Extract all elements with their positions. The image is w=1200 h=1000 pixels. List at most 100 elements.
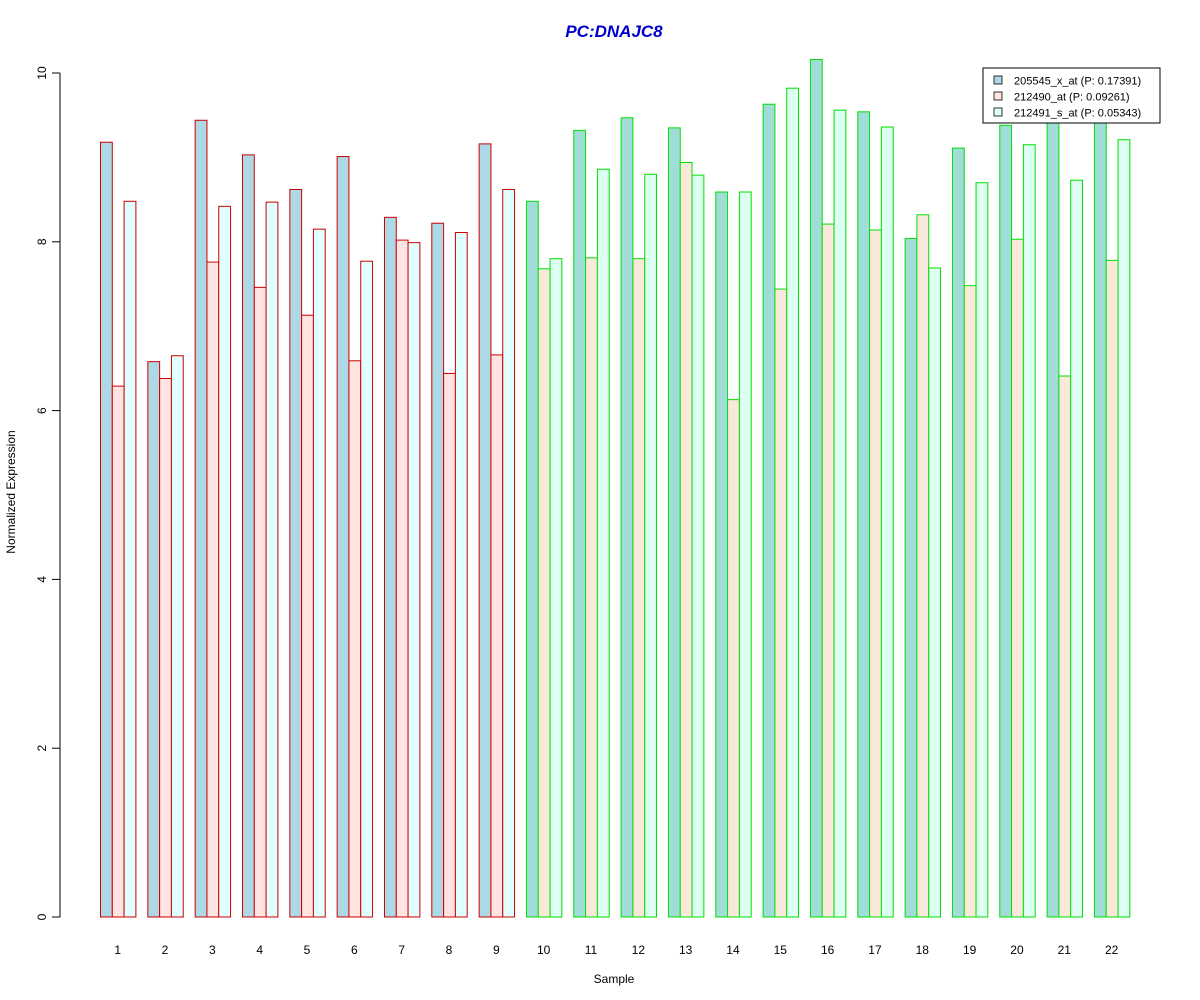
legend-entry-label: 205545_x_at (P: 0.17391) [1014, 76, 1141, 88]
bar-sample-22-series-2 [1105, 259, 1119, 918]
x-tick-label: 14 [726, 943, 740, 957]
bar-sample-16-series-2 [821, 223, 835, 918]
bar-sample-15-series-2 [774, 288, 788, 918]
bar-sample-18-series-2 [916, 214, 930, 918]
bar-sample-21-series-2 [1058, 375, 1072, 918]
y-tick-label: 6 [35, 407, 49, 414]
x-tick-label: 7 [398, 943, 405, 957]
x-tick-label: 15 [774, 943, 788, 957]
bar-sample-22-series-1 [1093, 118, 1107, 918]
x-tick-labels: 1 2 3 4 5 6 7 8 9 10 11 12 13 14 15 16 17 18 19 20 21 22 [114, 943, 1118, 957]
bar-sample-18-series-1 [904, 237, 918, 918]
bar-sample-22-series-3 [1117, 139, 1131, 918]
bar-sample-3-series-1 [194, 119, 208, 918]
bar-sample-15-series-1 [762, 103, 776, 918]
bar-sample-14-series-2 [727, 399, 740, 918]
x-tick-label: 2 [162, 943, 169, 957]
bar-sample-2-series-2 [159, 378, 172, 918]
y-tick-label: 10 [35, 66, 49, 80]
bar-sample-1-series-1 [100, 141, 113, 918]
y-tick-label: 4 [35, 576, 49, 583]
y-tick-label: 0 [35, 913, 49, 920]
bar-sample-1-series-2 [111, 385, 125, 918]
bar-sample-21-series-1 [1046, 121, 1060, 918]
x-tick-label: 22 [1105, 943, 1119, 957]
bar-sample-11-series-3 [596, 168, 610, 918]
x-tick-label: 16 [821, 943, 835, 957]
bar-sample-5-series-3 [312, 228, 326, 918]
bar-sample-7-series-1 [383, 216, 397, 918]
bar-sample-6-series-2 [348, 360, 362, 918]
bar-sample-14-series-3 [738, 191, 752, 918]
bar-sample-20-series-1 [999, 124, 1013, 918]
bar-sample-20-series-2 [1011, 238, 1024, 918]
bar-sample-9-series-3 [502, 188, 516, 918]
x-tick-label: 3 [209, 943, 216, 957]
bar-sample-7-series-2 [395, 239, 409, 918]
x-tick-label: 4 [256, 943, 263, 957]
bar-sample-17-series-2 [869, 229, 882, 918]
bar-sample-19-series-3 [975, 182, 989, 918]
x-tick-label: 12 [632, 943, 646, 957]
bar-sample-2-series-1 [147, 361, 161, 918]
bar-sample-17-series-3 [880, 126, 894, 918]
y-tick-label: 8 [35, 238, 49, 245]
bar-sample-3-series-2 [206, 261, 220, 918]
y-tick-label: 2 [35, 745, 49, 752]
bar-sample-17-series-1 [857, 111, 871, 918]
bar-sample-1-series-3 [123, 200, 137, 918]
y-axis: 0 2 4 6 8 10 [35, 66, 61, 920]
x-tick-label: 19 [963, 943, 977, 957]
bar-sample-7-series-3 [407, 242, 421, 918]
bar-sample-4-series-1 [241, 154, 255, 918]
legend-entry-label: 212491_s_at (P: 0.05343) [1014, 108, 1141, 120]
x-tick-label: 5 [304, 943, 311, 957]
bar-sample-5-series-1 [289, 188, 303, 918]
bar-sample-13-series-3 [691, 174, 705, 918]
x-tick-label: 21 [1058, 943, 1072, 957]
bar-sample-5-series-2 [301, 314, 314, 918]
bar-sample-10-series-1 [525, 200, 539, 918]
bar-sample-20-series-3 [1022, 144, 1036, 918]
legend: 205545_x_at (P: 0.17391) 212490_at (P: 0.… [982, 67, 1161, 124]
bar-sample-11-series-1 [573, 129, 587, 918]
legend-entry-label: 212490_at (P: 0.09261) [1014, 92, 1130, 104]
legend-swatch [993, 107, 1003, 117]
bar-sample-21-series-3 [1070, 179, 1083, 918]
chart-title: PC:DNAJC8 [565, 22, 663, 41]
legend-box [982, 67, 1161, 124]
bar-sample-10-series-2 [537, 268, 551, 918]
bar-sample-16-series-3 [833, 109, 847, 918]
bar-sample-19-series-1 [951, 147, 965, 918]
bar-sample-8-series-3 [454, 232, 468, 918]
bar-sample-9-series-2 [490, 354, 504, 918]
bar-sample-13-series-2 [679, 161, 693, 918]
x-axis-label: Sample [594, 972, 635, 986]
x-tick-label: 6 [351, 943, 358, 957]
bar-sample-8-series-1 [431, 222, 445, 918]
x-tick-label: 9 [493, 943, 500, 957]
bar-sample-9-series-1 [478, 143, 492, 918]
bar-sample-15-series-3 [786, 87, 800, 918]
x-tick-label: 20 [1010, 943, 1024, 957]
x-tick-label: 1 [114, 943, 121, 957]
bar-sample-8-series-2 [443, 372, 456, 918]
bar-sample-13-series-1 [667, 127, 681, 918]
bar-sample-2-series-3 [170, 355, 184, 918]
bar-sample-6-series-3 [360, 260, 374, 918]
x-tick-label: 13 [679, 943, 693, 957]
legend-swatch [993, 91, 1003, 101]
bar-sample-4-series-2 [253, 286, 267, 918]
bar-sample-14-series-1 [715, 191, 729, 918]
y-axis-label: Normalized Expression [4, 430, 18, 553]
bar-sample-18-series-3 [928, 267, 942, 918]
bar-sample-11-series-2 [585, 257, 598, 918]
bar-sample-12-series-1 [620, 117, 634, 918]
bar-sample-6-series-1 [336, 156, 350, 918]
bar-sample-12-series-2 [632, 258, 646, 918]
bar-sample-3-series-3 [218, 205, 232, 918]
x-tick-label: 10 [537, 943, 551, 957]
bar-sample-19-series-2 [963, 285, 977, 918]
x-tick-label: 8 [446, 943, 453, 957]
x-tick-label: 18 [916, 943, 930, 957]
